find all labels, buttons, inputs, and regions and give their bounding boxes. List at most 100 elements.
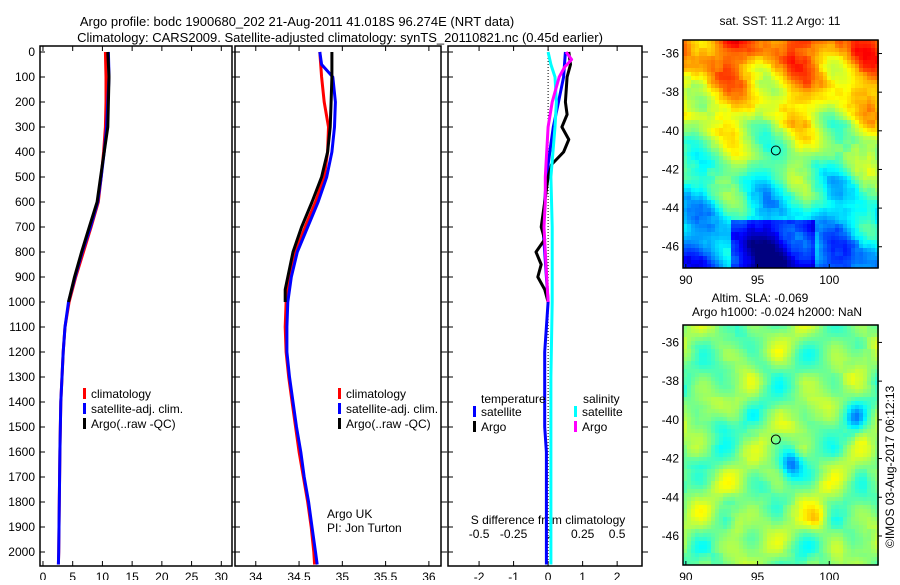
map-y-tick-label: -44 <box>662 490 680 504</box>
x-tick-label: 5 <box>69 570 76 580</box>
legend-label: Argo <box>582 420 608 434</box>
legend-label: climatology <box>346 387 406 401</box>
map-y-tick-label: -42 <box>662 162 680 176</box>
map-y-tick-label: -40 <box>662 124 680 138</box>
y-tick-label: 1600 <box>8 445 35 459</box>
map-sla: 90 95 100 -36 -38 -40 -42 -44 -46 Altim. SLA: -0.… <box>662 291 882 580</box>
map-y-tick-label: -38 <box>662 374 680 388</box>
legend-header-temperature: temperature <box>481 392 546 406</box>
legend-label: satellite-adj. clim. <box>91 402 183 416</box>
map-x-tick-label: 95 <box>751 570 765 580</box>
y-tick-label: 700 <box>15 220 35 234</box>
legend-label: climatology <box>91 387 151 401</box>
y-tick-label: 1100 <box>9 320 35 334</box>
title-line-1: Argo profile: bodc 1900680_202 21-Aug-20… <box>80 14 514 29</box>
legend-label: Argo(..raw -QC) <box>91 417 176 431</box>
x-tick-label: 34 <box>249 570 263 580</box>
y-tick-label: 1500 <box>8 420 35 434</box>
map-y-tick-label: -42 <box>662 452 680 466</box>
x-tick-label: 30 <box>215 570 229 580</box>
x-tick-label: 2 <box>614 570 621 580</box>
series-line-satellite-adj-clim- <box>58 52 109 565</box>
map-title: Altim. SLA: -0.069 <box>712 291 809 305</box>
legend-label: satellite <box>481 405 522 419</box>
legend-label: satellite <box>582 405 623 419</box>
x-tick-label: 25 <box>185 570 199 580</box>
legend-label: Argo(..raw -QC) <box>346 417 431 431</box>
y-tick-label: 800 <box>15 245 35 259</box>
x-tick-label: 35.5 <box>374 570 398 580</box>
map-field <box>683 40 879 268</box>
x-tick-label: 0 <box>545 570 552 580</box>
y-tick-label: 1800 <box>8 495 35 509</box>
y-tick-label: 100 <box>15 70 35 84</box>
map-y-tick-label: -36 <box>662 335 680 349</box>
map-field <box>683 325 879 565</box>
y-tick-label: 900 <box>15 270 35 284</box>
legend-swatch <box>338 418 341 429</box>
panel-difference: -2-1012T difference from climatology-0.5… <box>448 46 648 580</box>
map-y-tick-label: -38 <box>662 85 680 99</box>
legend-swatch <box>574 406 577 417</box>
s-tick-label: -0.25 <box>500 527 528 541</box>
y-tick-label: 600 <box>15 195 35 209</box>
panel-temperature: 0100200300400500600700800900100011001200… <box>8 45 238 580</box>
x-tick-label: 35 <box>336 570 350 580</box>
y-tick-label: 2000 <box>8 545 35 559</box>
legend-label: satellite-adj. clim. <box>346 402 438 416</box>
y-tick-label: 1200 <box>8 345 35 359</box>
x-tick-label: 34.5 <box>287 570 311 580</box>
s-tick-label: 0.25 <box>571 527 595 541</box>
legend-swatch <box>473 421 476 432</box>
map-subtitle: Argo h1000: -0.024 h2000: NaN <box>692 305 862 319</box>
y-tick-label: 1300 <box>8 370 35 384</box>
x-tick-label: -2 <box>474 570 485 580</box>
y-tick-label: 500 <box>15 170 35 184</box>
s-tick-label: 0.5 <box>609 527 626 541</box>
series-line-argo-raw-qc- <box>69 52 110 302</box>
y-tick-label: 1900 <box>8 520 35 534</box>
credit-text: ©IMOS 03-Aug-2017 06:12:13 <box>883 385 897 548</box>
y-tick-label: 1000 <box>8 295 35 309</box>
x-tick-label: 0 <box>40 570 47 580</box>
map-y-tick-label: -44 <box>662 201 680 215</box>
y-tick-label: 1400 <box>8 395 35 409</box>
legend-swatch <box>83 403 86 414</box>
legend-swatch <box>83 388 86 399</box>
y-tick-label: 0 <box>28 45 35 59</box>
annotation-text: Argo UK <box>327 507 372 521</box>
map-x-tick-label: 90 <box>679 273 693 287</box>
map-x-tick-label: 100 <box>819 570 839 580</box>
x-tick-label: 20 <box>155 570 169 580</box>
annotation-text: PI: Jon Turton <box>327 521 402 535</box>
map-x-tick-label: 90 <box>679 570 693 580</box>
legend-header-salinity: salinity <box>583 392 620 406</box>
x-tick-label: 15 <box>125 570 139 580</box>
series-line-climatology <box>58 52 106 565</box>
x-tick-label: 36 <box>422 570 436 580</box>
legend-swatch <box>574 421 577 432</box>
y-tick-label: 200 <box>15 95 35 109</box>
map-y-tick-label: -36 <box>662 47 680 61</box>
map-x-tick-label: 100 <box>819 273 839 287</box>
legend-swatch <box>473 406 476 417</box>
x-tick-label: -1 <box>508 570 519 580</box>
legend-swatch <box>83 418 86 429</box>
title-line-2: Climatology: CARS2009. Satellite-adjuste… <box>77 30 603 45</box>
y-tick-label: 1700 <box>8 470 35 484</box>
y-tick-label: 300 <box>15 120 35 134</box>
s-tick-label: -0.5 <box>469 527 490 541</box>
x-tick-label: 1 <box>579 570 586 580</box>
y-tick-label: 400 <box>15 145 35 159</box>
map-y-tick-label: -46 <box>662 529 680 543</box>
legend-label: Argo <box>481 420 507 434</box>
panel-salinity: 3434.53535.536salinityclimatologysatelli… <box>235 46 447 580</box>
s-axis-label: S difference from climatology <box>471 513 626 527</box>
legend-swatch <box>338 403 341 414</box>
map-x-tick-label: 95 <box>751 273 765 287</box>
x-tick-label: 10 <box>96 570 110 580</box>
map-title: sat. SST: 11.2 Argo: 11 <box>720 14 841 28</box>
map-y-tick-label: -40 <box>662 413 680 427</box>
